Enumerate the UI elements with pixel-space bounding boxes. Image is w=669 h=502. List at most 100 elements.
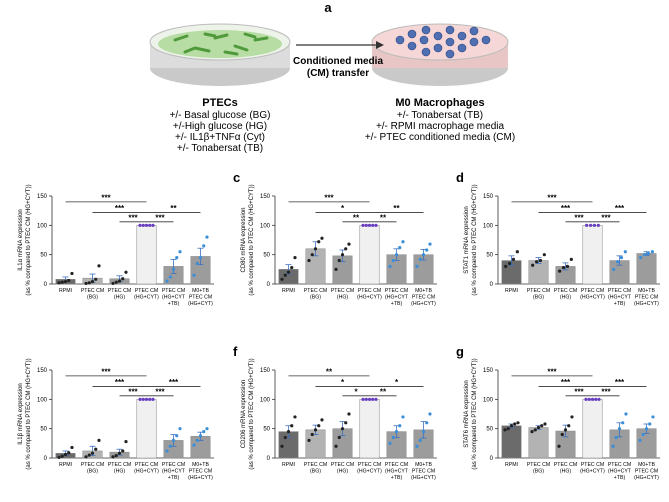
arrow-label: (CM) transfer: [307, 68, 369, 79]
data-point: [117, 279, 122, 283]
data-point: [286, 270, 291, 274]
error-bar: [535, 257, 542, 264]
significance-label: ***: [574, 387, 584, 396]
data-point: [515, 250, 519, 254]
x-tick-label: (HG+CYT): [357, 295, 382, 301]
data-point: [374, 223, 378, 227]
x-tick-label: PTEC CM: [412, 469, 435, 475]
significance-label: ***: [128, 387, 138, 396]
x-tick-label: PTEC CM: [189, 295, 212, 301]
panel-label: f: [233, 344, 238, 359]
x-tick-label: RPMI: [282, 288, 295, 294]
bar: [582, 399, 603, 459]
data-point: [151, 397, 155, 401]
x-tick-label: RPMI: [59, 462, 72, 468]
x-tick-label: (BG): [87, 469, 98, 475]
data-point: [283, 273, 287, 277]
error-bar: [616, 255, 623, 266]
significance-label: **: [170, 204, 177, 213]
x-tick-label: (HG+CYT: [385, 295, 409, 301]
data-point: [531, 263, 535, 267]
x-tick-label: PTEC CM: [527, 462, 550, 468]
y-tick-label: 50: [486, 253, 493, 259]
data-point: [534, 260, 539, 264]
data-point: [195, 261, 199, 266]
cell-layer: [158, 30, 282, 58]
x-tick-label: (HG+CYT): [134, 295, 159, 301]
bar: [359, 399, 380, 459]
panel-label: a: [324, 0, 332, 15]
data-point: [398, 246, 402, 250]
x-tick-label: (HG+CYT: [162, 295, 186, 301]
data-point: [415, 444, 419, 448]
x-tick-label: PTEC CM: [608, 288, 631, 294]
data-point: [290, 265, 294, 270]
data-point: [646, 251, 651, 256]
data-point: [540, 424, 544, 428]
data-point: [67, 451, 71, 455]
data-point: [364, 223, 368, 227]
data-point: [569, 257, 573, 261]
data-point: [310, 253, 314, 257]
data-point: [124, 439, 128, 444]
data-point: [504, 264, 508, 268]
significance-label: *: [341, 204, 345, 213]
y-tick-label: 0: [267, 456, 271, 462]
bar: [359, 225, 380, 285]
y-tick-label: 50: [486, 427, 493, 433]
data-point: [623, 250, 627, 254]
data-point: [418, 438, 422, 442]
data-point: [320, 418, 324, 422]
x-tick-label: (HG+CYT): [134, 469, 159, 475]
x-tick-label: (HG+CYT): [580, 469, 605, 475]
data-point: [195, 438, 199, 442]
panel-label: d: [456, 170, 464, 185]
right-line: +/- RPMI macrophage media: [376, 121, 505, 132]
data-point: [421, 253, 426, 257]
significance-label: ***: [115, 378, 125, 387]
y-tick-label: 150: [260, 194, 271, 200]
x-tick-label: PTEC CM: [331, 288, 354, 294]
data-point: [503, 428, 507, 432]
data-point: [320, 236, 324, 240]
x-tick-label: PTEC CM: [135, 462, 158, 468]
data-point: [192, 273, 196, 277]
significance-label: ***: [155, 213, 165, 222]
data-point: [536, 425, 541, 430]
x-tick-label: PTEC CM: [108, 288, 131, 294]
significance-label: *: [354, 387, 358, 396]
data-point: [138, 397, 142, 401]
x-tick-label: (BG): [533, 295, 544, 301]
data-point: [347, 412, 351, 416]
x-tick-label: PTEC CM: [554, 288, 577, 294]
data-point: [506, 427, 510, 431]
data-point: [425, 421, 429, 425]
data-point: [509, 424, 514, 428]
data-point: [371, 223, 375, 227]
x-tick-label: RPMI: [505, 462, 518, 468]
data-point: [617, 427, 622, 431]
data-point: [151, 223, 155, 227]
data-point: [557, 444, 561, 448]
x-tick-label: RPMI: [505, 288, 518, 294]
data-point: [641, 432, 645, 437]
data-point: [293, 415, 297, 419]
x-tick-label: (BG): [87, 295, 98, 301]
x-tick-label: PTEC CM: [358, 462, 381, 468]
significance-label: **: [393, 204, 400, 213]
y-tick-label: 0: [267, 282, 271, 288]
x-tick-label: +TB): [168, 301, 180, 307]
x-tick-label: PTEC CM: [331, 462, 354, 468]
data-point: [561, 265, 566, 270]
data-point: [401, 415, 405, 419]
y-axis-label: (as % compared to PTEC CM (HG+CYT)): [472, 358, 478, 469]
data-point: [615, 260, 620, 264]
data-point: [650, 250, 654, 254]
significance-label: *: [395, 378, 399, 387]
y-axis-label: CD80 mRNA expression: [241, 207, 247, 272]
x-tick-label: (HG+CYT): [634, 475, 659, 481]
data-point: [307, 258, 311, 263]
x-tick-label: PTEC CM: [81, 288, 104, 294]
y-tick-label: 50: [40, 253, 47, 259]
x-tick-label: PTEC CM: [608, 462, 631, 468]
